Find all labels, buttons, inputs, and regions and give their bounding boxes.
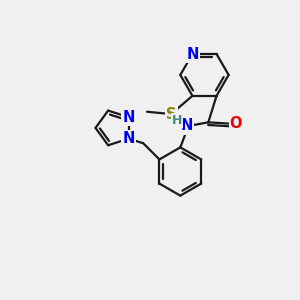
- Text: N: N: [122, 131, 135, 146]
- Text: N: N: [122, 110, 135, 125]
- Text: N: N: [186, 46, 199, 62]
- Text: N: N: [181, 118, 193, 134]
- Text: O: O: [230, 116, 242, 131]
- Text: H: H: [172, 114, 182, 127]
- Text: S: S: [166, 106, 176, 122]
